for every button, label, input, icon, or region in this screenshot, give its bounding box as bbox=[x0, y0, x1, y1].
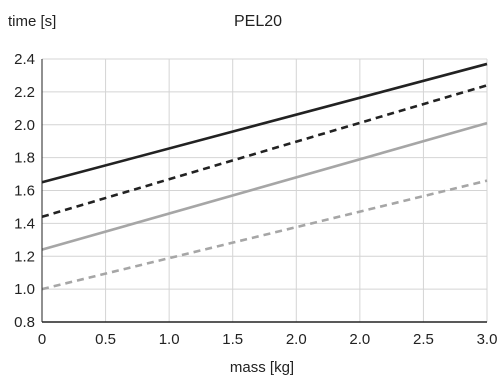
x-tick-label: 2.5 bbox=[413, 331, 434, 348]
y-tick-label: 0.8 bbox=[14, 314, 35, 331]
y-tick-label: 1.6 bbox=[14, 183, 35, 200]
tick-labels: 0 0.5 1.0 1.5 2.0 2.0 2.5 3.0 0.8 1.0 1.2 1.4 1.6 1.8… bbox=[14, 51, 497, 348]
x-tick-label: 1.0 bbox=[159, 331, 180, 348]
x-axis-title: mass [kg] bbox=[230, 359, 294, 376]
y-axis-title: time [s] bbox=[8, 13, 56, 30]
series-line-3 bbox=[41, 121, 488, 251]
grid bbox=[41, 58, 488, 323]
series-line-1 bbox=[41, 62, 488, 184]
series-line-2 bbox=[41, 84, 488, 219]
y-tick-label: 1.0 bbox=[14, 281, 35, 298]
y-tick-label: 1.2 bbox=[14, 248, 35, 265]
axes bbox=[41, 59, 487, 323]
x-tick-label: 2.0 bbox=[286, 331, 307, 348]
x-tick-label: 1.5 bbox=[222, 331, 243, 348]
y-tick-label: 2.0 bbox=[14, 117, 35, 134]
y-tick-label: 2.4 bbox=[14, 51, 35, 68]
x-tick-label: 2.0 bbox=[349, 331, 370, 348]
x-tick-label: 3.0 bbox=[477, 331, 498, 348]
series-line-4 bbox=[41, 179, 488, 291]
x-tick-label: 0 bbox=[38, 331, 46, 348]
x-tick-label: 0.5 bbox=[95, 331, 116, 348]
chart-title: PEL20 bbox=[234, 13, 282, 30]
series-lines bbox=[41, 62, 488, 291]
y-tick-label: 1.8 bbox=[14, 150, 35, 167]
y-tick-label: 2.2 bbox=[14, 84, 35, 101]
y-tick-label: 1.4 bbox=[14, 215, 35, 232]
